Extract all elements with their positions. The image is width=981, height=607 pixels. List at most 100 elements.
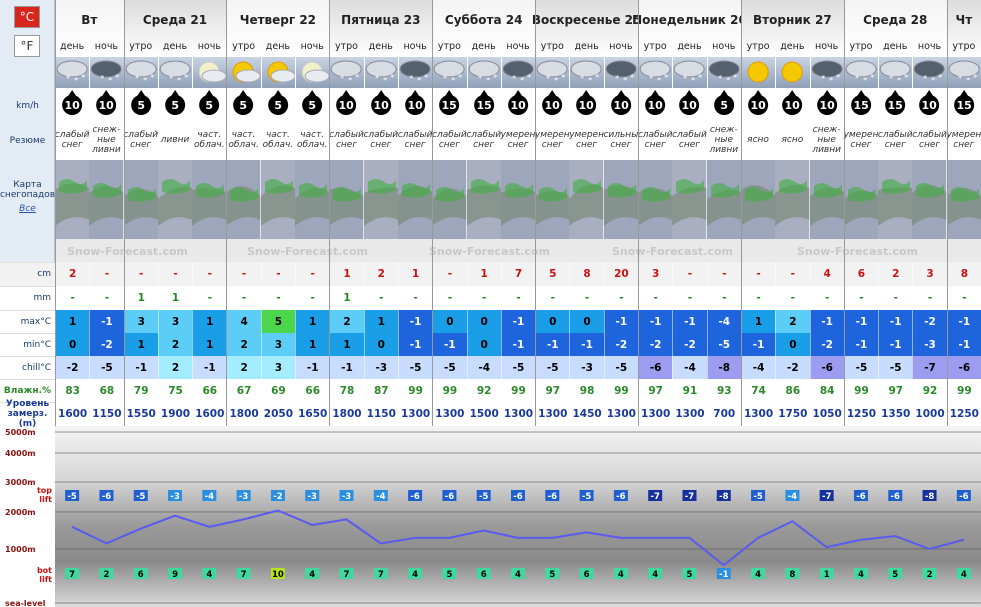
lift-temp: 6 (138, 570, 144, 580)
lift-temp: 5 (446, 570, 452, 580)
map-snow (916, 183, 945, 198)
map-snow (161, 179, 190, 194)
map-land (706, 190, 741, 226)
day-header-bg (432, 0, 536, 57)
wind-arrow (685, 90, 694, 96)
lift-box (751, 490, 766, 501)
cell-min: 2 (226, 333, 261, 356)
summary: слабый снег (123, 130, 159, 150)
weather-icon: * * * (331, 60, 363, 85)
cloud (468, 60, 500, 78)
cell-chill: -4 (466, 356, 501, 379)
y-tick-label: 1000m (5, 545, 36, 554)
cell-snow: - (740, 262, 776, 286)
period-label: ночь (94, 40, 119, 52)
day-separator (123, 0, 125, 426)
weather-icon (233, 61, 262, 83)
cell-min: 3 (260, 333, 296, 356)
wind-arrow (136, 90, 145, 96)
cell-humidity: 91 (672, 379, 707, 402)
unit-celsius[interactable]: °C (14, 6, 40, 28)
cell-chill: -4 (672, 356, 707, 379)
lift-box (270, 490, 285, 501)
cloud (304, 69, 330, 83)
day-name: Понедельник 26 (632, 13, 747, 27)
snowflake: * (664, 73, 668, 82)
day-separator (638, 0, 640, 426)
lift-temp: 5 (549, 570, 555, 580)
summary: умерен снег (500, 130, 536, 150)
cell-min: 0 (775, 333, 810, 356)
period-label: день (162, 40, 188, 52)
weather-icon: * * * (125, 60, 157, 85)
day-separator (329, 0, 331, 426)
cell-min: -1 (569, 333, 604, 356)
watermark: Snow-Forecast.com (796, 244, 919, 258)
cell-min: -2 (89, 333, 124, 356)
summary: част. облач. (228, 130, 259, 150)
wind-icon: 5 (302, 90, 323, 115)
cell-snow: - (775, 262, 810, 286)
cell-humidity: 99 (500, 379, 536, 402)
cell-humidity: 86 (775, 379, 810, 402)
day-name: Вт (81, 13, 98, 27)
lift-box (922, 568, 937, 579)
cell-min: 0 (466, 333, 501, 356)
cell-max: -1 (500, 310, 536, 333)
cell-max: -1 (89, 310, 124, 333)
snowflake: * (657, 76, 661, 85)
wind-speed: 10 (648, 99, 664, 112)
snowflake: * (383, 76, 387, 85)
day-header-bg (123, 0, 227, 57)
lift-box (545, 568, 560, 579)
unit-fahrenheit[interactable]: °F (14, 35, 40, 57)
cloud (536, 60, 568, 78)
cloud (90, 60, 122, 78)
map-link[interactable]: Все (19, 204, 36, 214)
wind-speed: 5 (274, 99, 282, 112)
wind-speed: 10 (407, 99, 423, 112)
cell-min: -2 (809, 333, 844, 356)
cell-min: 1 (329, 333, 364, 356)
wind-speed: 10 (922, 99, 938, 112)
cell-min: 1 (123, 333, 158, 356)
lift-box (339, 568, 354, 579)
wind-speed: 5 (720, 99, 728, 112)
cell-rain: - (89, 286, 124, 310)
lift-temp: -1 (719, 570, 729, 580)
weather-icon (267, 61, 296, 83)
row-label: mm (33, 293, 51, 303)
wind-arrow (822, 90, 831, 96)
day-separator (226, 0, 228, 426)
day-header-bg (55, 0, 124, 57)
cell-chill: -6 (809, 356, 844, 379)
cell-max: -4 (706, 310, 741, 333)
snow-map (672, 160, 707, 239)
lift-temp: 9 (172, 570, 178, 580)
cloud (639, 60, 671, 78)
lift-box (785, 490, 800, 501)
wind-speed: 10 (750, 99, 766, 112)
wind-icon: 10 (645, 90, 666, 115)
cell-snow: 1 (397, 262, 433, 286)
cloud (879, 60, 911, 78)
wind-circle (953, 95, 974, 115)
cell-humidity: 92 (912, 379, 947, 402)
lift-box (511, 490, 525, 501)
cell-chill: -5 (89, 356, 124, 379)
lift-temp: 1 (824, 570, 830, 580)
lift-temp: -3 (342, 492, 352, 502)
snow-map (123, 160, 158, 239)
snowflake: * (554, 76, 558, 85)
snow-map (295, 160, 330, 239)
cell-chill: -1 (295, 356, 330, 379)
lift-box (442, 490, 457, 501)
snow-map (946, 160, 981, 239)
period-label: день (883, 40, 908, 52)
wind-circle (302, 95, 323, 115)
map-land (363, 187, 398, 226)
wind-speed: 10 (579, 99, 595, 112)
wind-speed: 10 (785, 99, 801, 112)
summary: част. облач. (194, 130, 225, 150)
